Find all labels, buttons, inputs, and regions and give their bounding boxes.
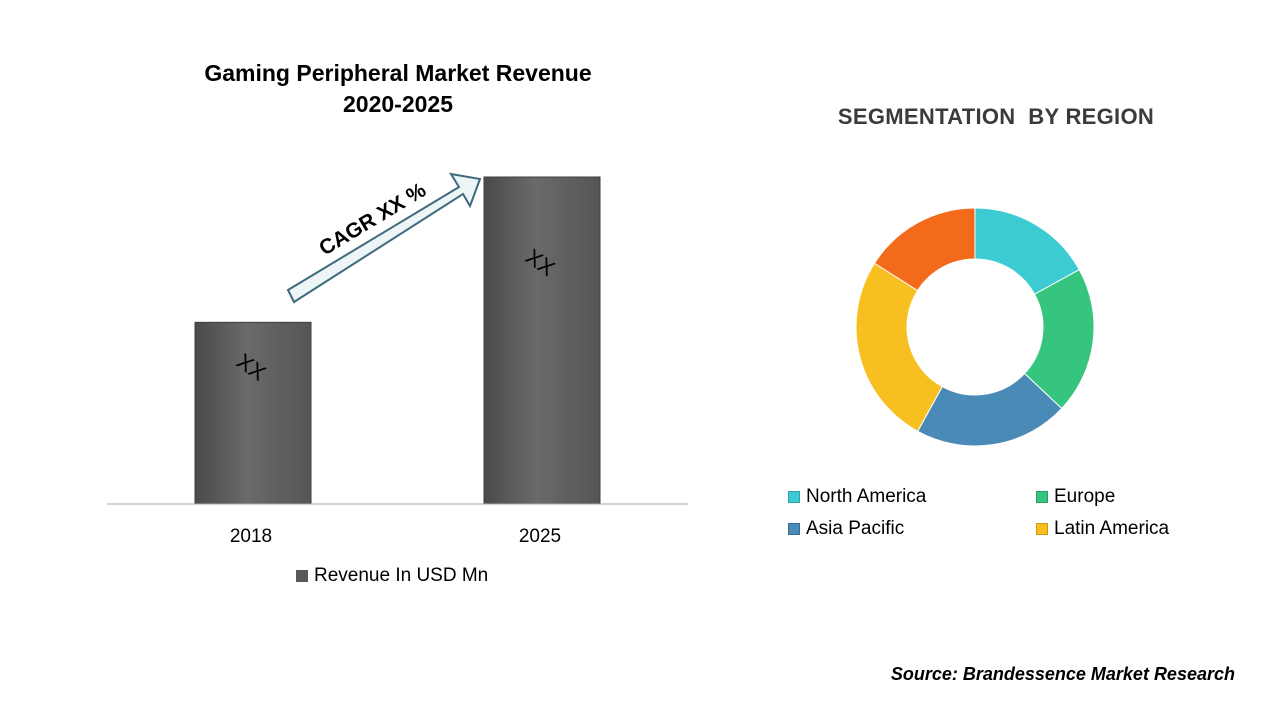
x-tick-2018: 2018 <box>230 526 272 547</box>
x-tick-2025: 2025 <box>519 526 561 547</box>
legend-swatch-europe <box>1036 491 1048 503</box>
legend-label-asia-pacific: Asia Pacific <box>806 518 905 539</box>
bar-chart-title: Gaming Peripheral Market Revenue 2020-20… <box>148 58 648 120</box>
bar-legend-label: Revenue In USD Mn <box>314 565 489 586</box>
donut-chart <box>855 207 1095 447</box>
bar-chart-title-line-1: Gaming Peripheral Market Revenue <box>204 60 592 86</box>
legend-item-europe: Europe <box>1036 486 1115 508</box>
source-note: Source: Brandessence Market Research <box>890 664 1235 684</box>
legend-item-latin-america: Latin America <box>1036 518 1169 540</box>
legend-item-north-america: North America <box>788 486 926 508</box>
legend-swatch-latin-america <box>1036 523 1048 535</box>
bar-2025 <box>483 176 601 505</box>
bar-2018 <box>194 321 312 505</box>
bar-legend: Revenue In USD Mn <box>296 565 488 587</box>
donut-slice-other <box>873 207 976 292</box>
legend-label-north-america: North America <box>806 486 927 507</box>
legend-swatch-north-america <box>788 491 800 503</box>
segmentation-title: SEGMENTATION BY REGION <box>837 104 1155 129</box>
donut-slice-latin-america <box>855 262 943 432</box>
bar-legend-swatch <box>296 570 308 582</box>
legend-swatch-asia-pacific <box>788 523 800 535</box>
legend-label-europe: Europe <box>1054 486 1116 507</box>
x-tick-labels: 2018 2025 <box>230 526 561 547</box>
cagr-arrow: CAGR XX % <box>286 172 482 304</box>
legend-label-latin-america: Latin America <box>1054 518 1170 539</box>
cagr-arrow-shape <box>286 172 482 304</box>
legend-item-asia-pacific: Asia Pacific <box>788 518 904 540</box>
bar-chart-title-line-2: 2020-2025 <box>343 91 453 117</box>
